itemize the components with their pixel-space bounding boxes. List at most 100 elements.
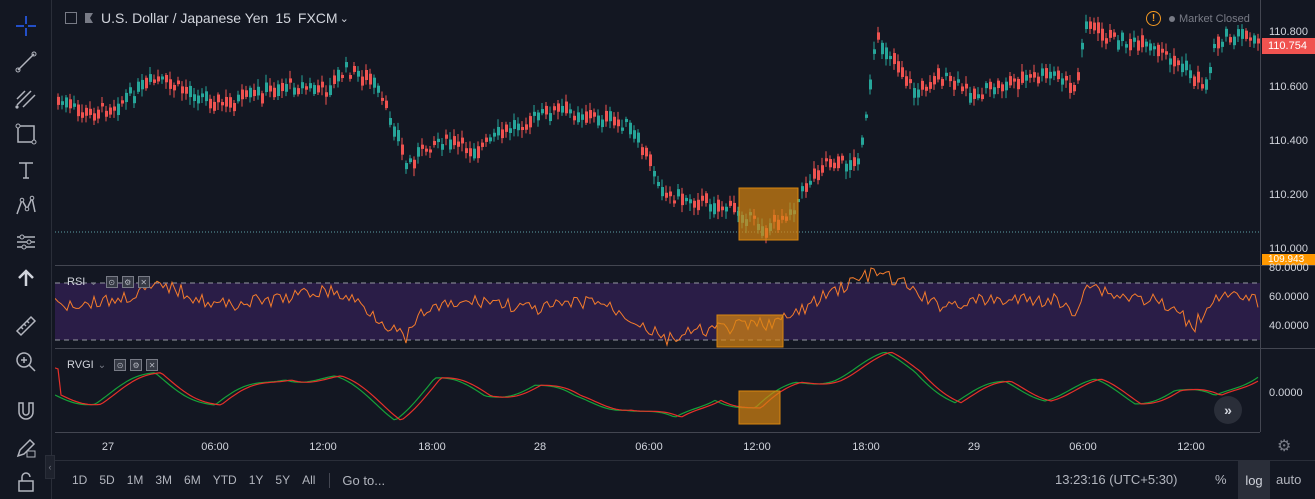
close-icon[interactable]: ✕ [137, 276, 150, 288]
flag-icon[interactable] [84, 12, 94, 24]
time-tick: 06:00 [201, 441, 229, 453]
clock[interactable]: 13:23:16 (UTC+5:30) [1055, 472, 1178, 487]
collapse-legend-icon[interactable] [65, 12, 77, 24]
candle [1213, 43, 1216, 49]
log-scale-button[interactable]: log [1238, 461, 1270, 499]
candle [985, 83, 988, 89]
crosshair-icon[interactable] [8, 10, 44, 42]
candle [1189, 70, 1192, 79]
text-icon[interactable] [8, 154, 44, 186]
chevron-down-icon[interactable]: ⌄ [89, 276, 98, 288]
chevron-down-icon[interactable]: ⌄ [97, 359, 107, 371]
candle [845, 163, 848, 172]
range-6m-button[interactable]: 6M [184, 473, 201, 487]
exchange-label[interactable]: FXCM [297, 10, 338, 26]
ruler-icon[interactable] [8, 310, 44, 342]
chart-area[interactable] [55, 0, 1260, 432]
candle [373, 77, 376, 88]
candle [997, 80, 1000, 89]
candle [469, 148, 472, 157]
range-1y-button[interactable]: 1Y [248, 473, 264, 487]
candle [1253, 35, 1256, 44]
time-tick: 28 [533, 441, 547, 453]
candle [521, 126, 524, 131]
candle [237, 94, 240, 102]
auto-scale-button[interactable]: auto [1276, 472, 1302, 487]
candle [1225, 28, 1228, 37]
candle [169, 79, 172, 89]
range-5d-button[interactable]: 5D [99, 473, 115, 487]
lock-icon[interactable] [8, 466, 44, 498]
arrow-up-icon[interactable] [8, 262, 44, 294]
candle [269, 85, 272, 92]
candle [1069, 82, 1072, 93]
gear-icon[interactable]: ⚙ [1277, 438, 1292, 455]
candle [213, 101, 216, 111]
candle [113, 106, 116, 111]
time-tick: 06:00 [1069, 441, 1097, 453]
fib-tool-icon[interactable] [8, 82, 44, 114]
range-1d-button[interactable]: 1D [72, 473, 88, 487]
candle [1049, 71, 1052, 79]
rectangle-icon[interactable] [8, 118, 44, 150]
chevron-down-icon[interactable]: ⌄ [339, 12, 349, 25]
candle [353, 65, 356, 72]
prediction-icon[interactable] [8, 226, 44, 258]
price-tick: 110.400 [1269, 135, 1308, 147]
candle [77, 104, 80, 117]
time-axis[interactable]: 27 06:00 12:00 18:00 28 06:00 12:00 18:0… [55, 432, 1260, 460]
candle [517, 123, 520, 131]
candle [1005, 81, 1008, 91]
candle [289, 78, 292, 83]
zoom-in-icon[interactable] [8, 346, 44, 378]
candle [513, 120, 516, 129]
rvgi-label[interactable]: RVGI [67, 359, 94, 371]
candle [673, 200, 676, 204]
candle [817, 170, 820, 181]
range-3m-button[interactable]: 3M [155, 473, 173, 487]
candle [821, 165, 824, 173]
range-5y-button[interactable]: 5Y [275, 473, 291, 487]
candle [1197, 71, 1200, 83]
candle [329, 85, 332, 96]
visibility-icon[interactable]: ⊙ [114, 359, 127, 371]
candle [133, 96, 136, 104]
pencil-lock-icon[interactable] [8, 432, 44, 464]
rsi-tick: 40.0000 [1269, 320, 1309, 332]
candle [101, 103, 104, 107]
symbol-name[interactable]: U.S. Dollar / Japanese Yen [101, 10, 269, 26]
goto-button[interactable]: Go to... [329, 472, 385, 488]
scroll-to-realtime-button[interactable]: » [1214, 396, 1242, 424]
candle [1097, 22, 1100, 34]
candle [537, 112, 540, 121]
candle [129, 87, 132, 94]
candle [501, 129, 504, 139]
pattern-icon[interactable] [8, 190, 44, 222]
close-icon[interactable]: ✕ [146, 359, 159, 371]
range-all-button[interactable]: All [302, 473, 316, 487]
visibility-icon[interactable]: ⊙ [105, 276, 118, 288]
candle [117, 103, 120, 116]
candle [861, 137, 864, 145]
chart-canvas[interactable] [55, 0, 1260, 432]
candle [1157, 44, 1160, 57]
collapse-toolbar-button[interactable]: ‹ [45, 455, 55, 479]
range-1m-button[interactable]: 1M [126, 473, 144, 487]
candle [853, 157, 856, 167]
price-scale[interactable]: 110.800 110.600 110.400 110.200 110.000 … [1260, 0, 1315, 432]
candle [805, 183, 808, 192]
percent-scale-button[interactable]: % [1215, 472, 1227, 487]
gear-icon[interactable]: ⚙ [121, 276, 134, 288]
candle [577, 112, 580, 123]
range-ytd-button[interactable]: YTD [212, 473, 237, 487]
rsi-label[interactable]: RSI [67, 276, 86, 288]
candle [837, 156, 840, 169]
interval-label[interactable]: 15 [275, 10, 291, 26]
gear-icon[interactable]: ⚙ [130, 359, 143, 371]
candle [525, 124, 528, 130]
trend-line-icon[interactable] [8, 46, 44, 78]
magnet-icon[interactable] [8, 396, 44, 428]
candle [925, 86, 928, 91]
candle [909, 79, 912, 84]
candle [257, 86, 260, 96]
